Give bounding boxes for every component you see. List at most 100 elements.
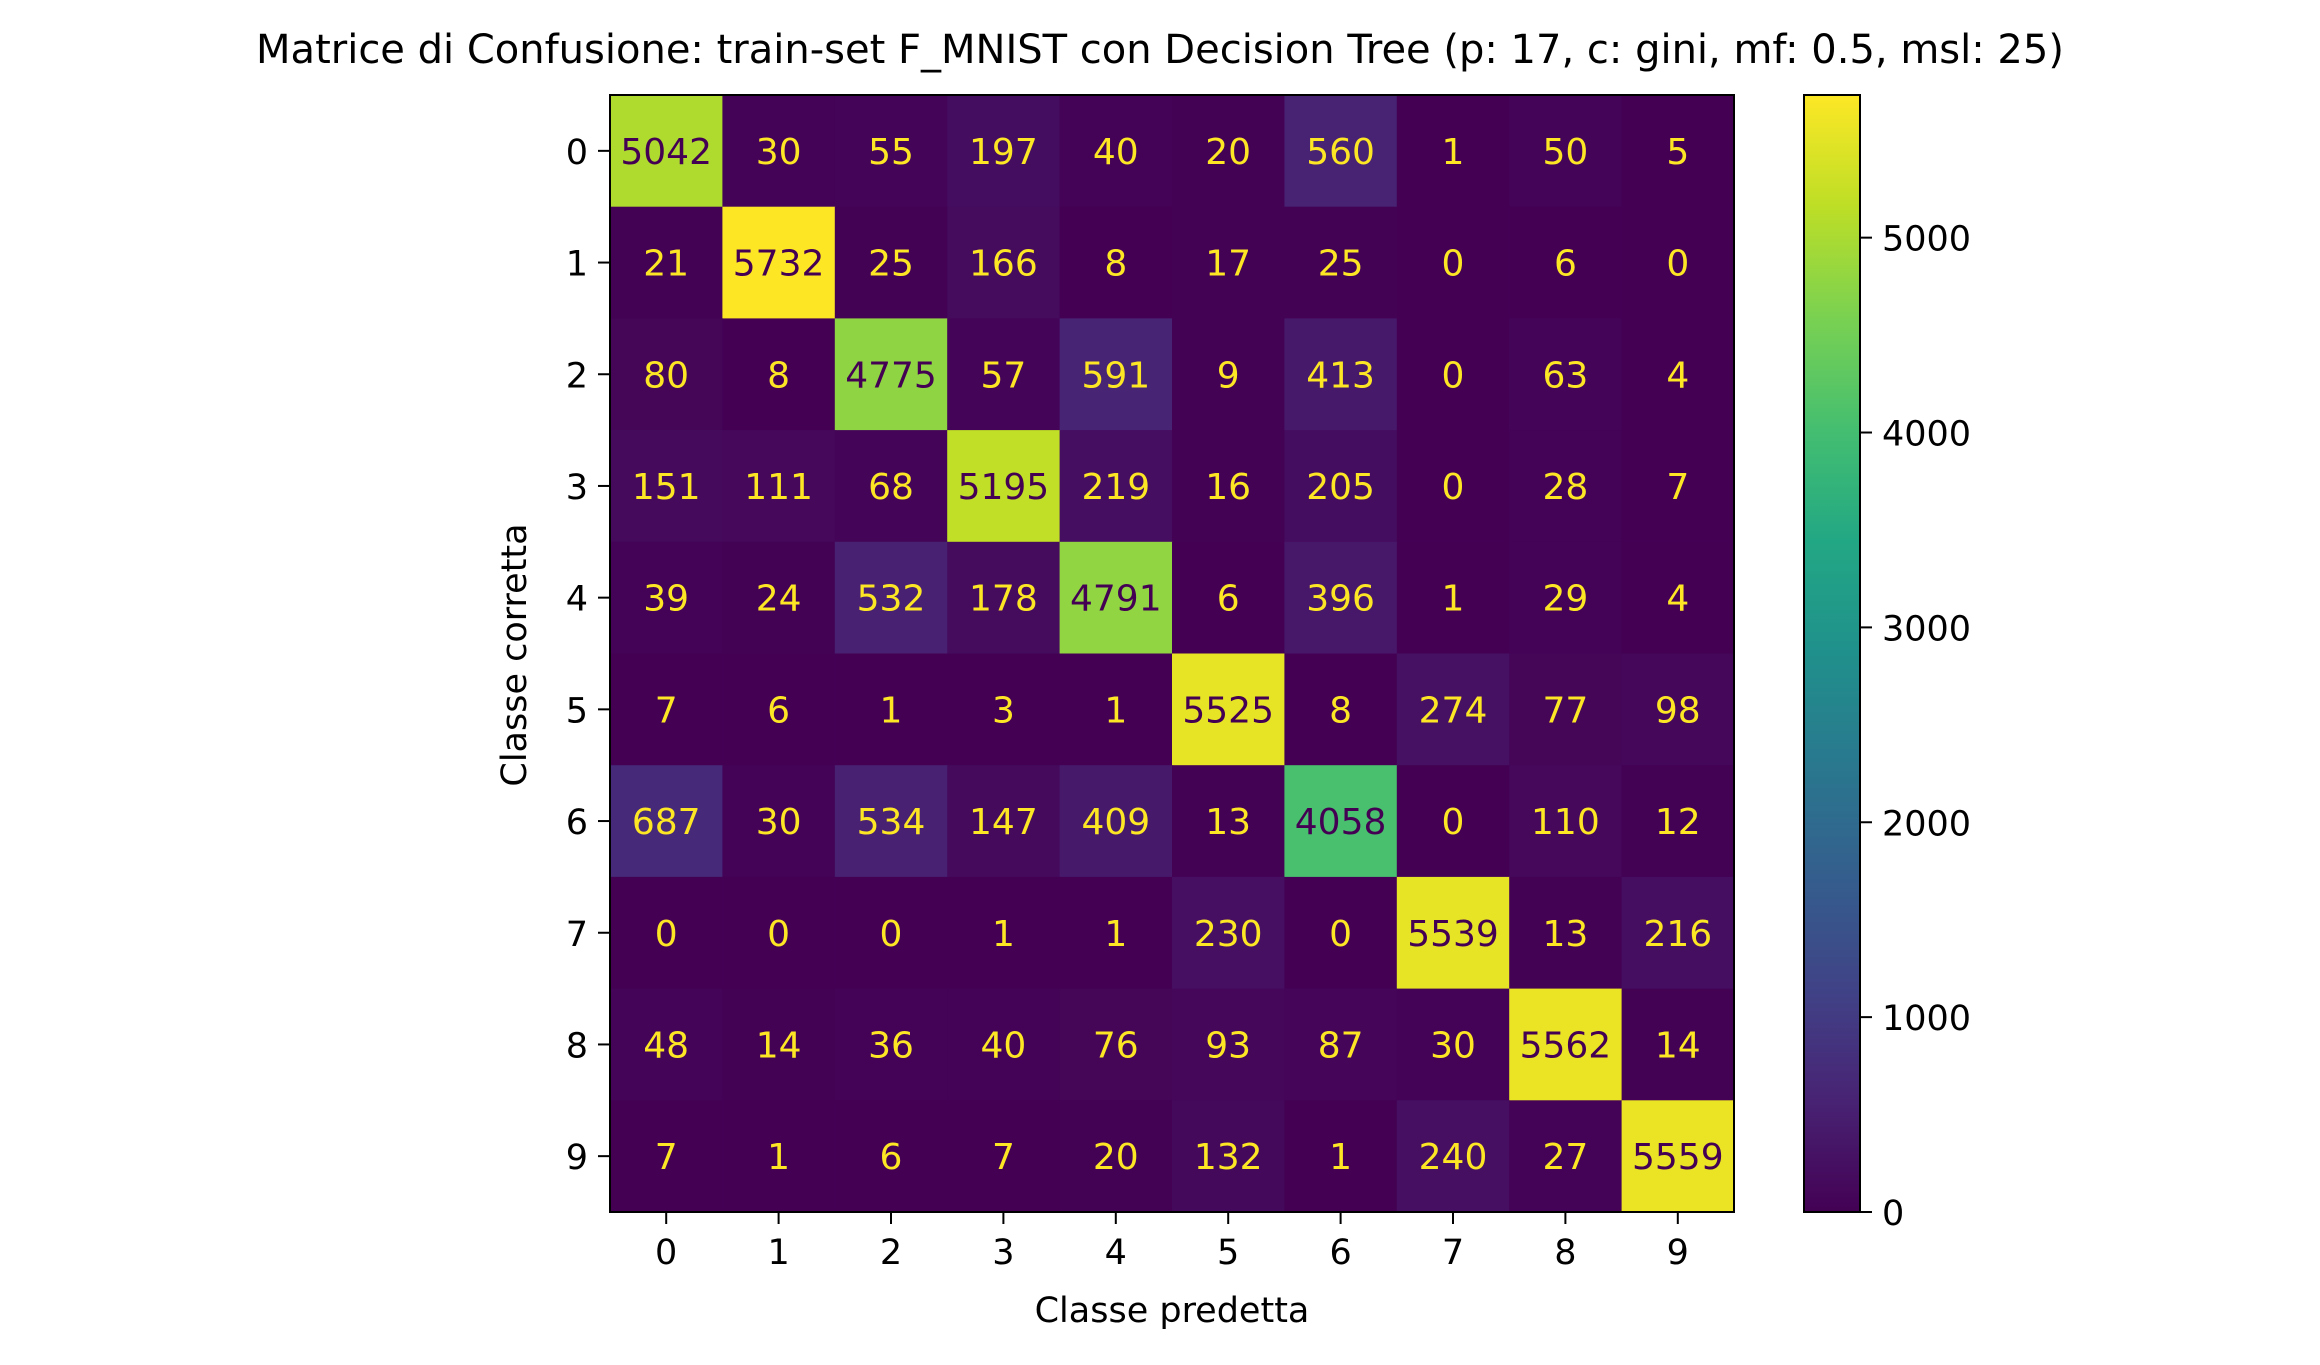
heatmap-cell-label: 166	[969, 244, 1038, 285]
heatmap-cell-label: 30	[756, 132, 802, 173]
heatmap-cell-label: 80	[643, 355, 689, 396]
heatmap-cell	[610, 206, 723, 319]
heatmap-cell	[1059, 206, 1173, 319]
heatmap-cell-label: 4791	[1070, 579, 1162, 620]
heatmap-cell	[947, 765, 1061, 878]
heatmap-cell-label: 48	[643, 1025, 689, 1066]
heatmap-cell-label: 413	[1306, 355, 1375, 396]
heatmap-cell	[1172, 541, 1285, 655]
heatmap-cell	[1172, 430, 1285, 543]
colorbar-tick-label: 0	[1882, 1194, 1904, 1234]
heatmap-cell	[947, 95, 1061, 208]
heatmap-cell	[947, 541, 1061, 655]
heatmap-cell-label: 1	[1442, 579, 1465, 620]
heatmap-cell	[1059, 876, 1173, 990]
heatmap-cell-label: 216	[1643, 914, 1712, 955]
heatmap-cell-label: 4	[1666, 579, 1689, 620]
y-axis-ticks: 0 1 2 3 4 5 6 7 8 9	[566, 133, 610, 1178]
heatmap-cell-label: 12	[1655, 802, 1701, 843]
heatmap-cell-label: 4	[1666, 355, 1689, 396]
heatmap-cell	[722, 95, 836, 208]
heatmap-cell	[947, 1100, 1061, 1213]
heatmap-cell	[1059, 318, 1173, 431]
heatmap-cell-label: 76	[1093, 1025, 1139, 1066]
heatmap-cell-label: 7	[655, 1137, 678, 1178]
heatmap-cell	[610, 318, 723, 431]
heatmap-cell	[947, 988, 1061, 1101]
heatmap-cell	[1396, 1100, 1510, 1213]
heatmap-cell	[1396, 206, 1510, 319]
heatmap-cell	[1172, 653, 1285, 766]
colorbar-ticks: 0 1000 2000 3000 4000 5000	[1860, 220, 1971, 1234]
heatmap-cell	[1284, 988, 1398, 1101]
heatmap-cell-label: 409	[1081, 802, 1150, 843]
heatmap-cell	[722, 653, 836, 766]
heatmap-cell-label: 132	[1194, 1137, 1263, 1178]
heatmap-cell	[1621, 430, 1735, 543]
y-tick-label: 4	[566, 580, 588, 620]
y-tick-label: 0	[566, 133, 588, 173]
heatmap-cell	[722, 430, 836, 543]
heatmap-cell	[610, 988, 723, 1101]
heatmap-cell-label: 6	[880, 1137, 903, 1178]
colorbar-tick-label: 1000	[1882, 999, 1971, 1039]
heatmap-cell-label: 6	[1554, 244, 1577, 285]
x-tick-label: 5	[1217, 1233, 1239, 1273]
heatmap-cell-label: 5562	[1520, 1025, 1612, 1066]
heatmap-cell	[722, 1100, 836, 1213]
heatmap-cell-label: 5559	[1632, 1137, 1724, 1178]
heatmap-cell	[1284, 1100, 1398, 1213]
colorbar: 0 1000 2000 3000 4000 5000	[1803, 94, 1971, 1234]
y-tick-label: 3	[566, 468, 588, 508]
heatmap-cell	[722, 876, 836, 990]
heatmap-cell-label: 40	[980, 1025, 1026, 1066]
heatmap-cell	[834, 318, 948, 431]
heatmap-cell-label: 29	[1542, 579, 1588, 620]
heatmap-cell-label: 5195	[958, 467, 1050, 508]
heatmap-cell-label: 147	[969, 802, 1038, 843]
heatmap-cell-label: 25	[1318, 244, 1364, 285]
heatmap-cell	[834, 541, 948, 655]
heatmap-cell-label: 9	[1217, 355, 1240, 396]
x-axis-ticks: 0 1 2 3 4 5 6 7 8 9	[655, 1212, 1689, 1273]
heatmap-cell	[722, 318, 836, 431]
heatmap-cell	[1509, 653, 1623, 766]
heatmap-cell	[1059, 988, 1173, 1101]
heatmap-cell	[1396, 318, 1510, 431]
heatmap-cell	[1621, 541, 1735, 655]
heatmap-cell-label: 5732	[733, 244, 825, 285]
heatmap-cell-label: 1	[1442, 132, 1465, 173]
heatmap-cell	[1284, 765, 1398, 878]
x-axis-label: Classe predetta	[1035, 1291, 1310, 1331]
heatmap-cell-label: 50	[1542, 132, 1588, 173]
heatmap-cell-label: 4775	[845, 355, 937, 396]
heatmap-cell	[1059, 95, 1173, 208]
heatmap-cell-label: 0	[1442, 467, 1465, 508]
chart-title: Matrice di Confusione: train-set F_MNIST…	[256, 27, 2064, 73]
y-tick-label: 1	[566, 245, 588, 285]
heatmap-cell-label: 17	[1205, 244, 1251, 285]
heatmap-cell-label: 0	[880, 914, 903, 955]
heatmap-cell-label: 68	[868, 467, 914, 508]
heatmap-cell	[1396, 988, 1510, 1101]
heatmap-cell-label: 36	[868, 1025, 914, 1066]
heatmap-cell	[1509, 206, 1623, 319]
x-tick-label: 6	[1329, 1233, 1351, 1273]
heatmap-cell-label: 687	[632, 802, 701, 843]
heatmap-cell	[1509, 765, 1623, 878]
heatmap-cell-label: 57	[980, 355, 1026, 396]
colorbar-tick-label: 3000	[1882, 609, 1971, 649]
heatmap-cell-label: 98	[1655, 690, 1701, 731]
heatmap-cell-label: 40	[1093, 132, 1139, 173]
heatmap-cell-label: 110	[1531, 802, 1600, 843]
heatmap-cell	[1284, 541, 1398, 655]
heatmap-cell-label: 13	[1205, 802, 1251, 843]
heatmap-cell	[834, 765, 948, 878]
heatmap-cell	[834, 430, 948, 543]
heatmap-cell	[1284, 318, 1398, 431]
heatmap-cell	[1059, 541, 1173, 655]
heatmap-cell	[1396, 430, 1510, 543]
heatmap-cell-label: 1	[992, 914, 1015, 955]
heatmap-cell	[1509, 541, 1623, 655]
x-tick-label: 4	[1105, 1233, 1127, 1273]
